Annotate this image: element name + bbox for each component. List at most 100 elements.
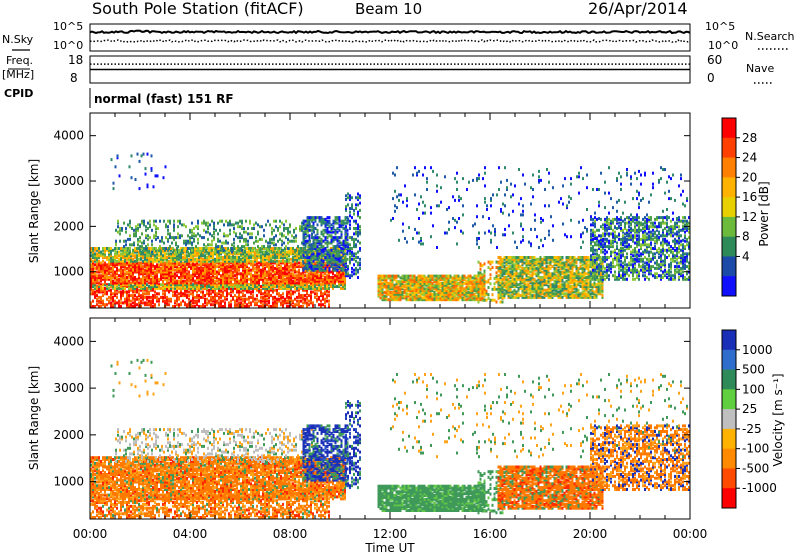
heatmap-cell (148, 247, 150, 250)
heatmap-cell (336, 216, 339, 220)
heatmap-cell (238, 292, 240, 296)
heatmap-cell (332, 250, 335, 254)
heatmap-cell (218, 261, 220, 265)
heatmap-cell (164, 301, 166, 305)
heatmap-cell (278, 297, 280, 301)
heatmap-cell (465, 285, 468, 289)
heatmap-cell (158, 292, 160, 296)
heatmap-cell (224, 263, 226, 267)
heatmap-cell (224, 305, 226, 308)
heatmap-cell (273, 241, 275, 245)
heatmap-cell (230, 305, 232, 308)
heatmap-cell (274, 295, 276, 299)
heatmap-cell (264, 290, 266, 294)
heatmap-cell (208, 283, 210, 287)
heatmap-cell (132, 263, 134, 267)
heatmap-cell (161, 236, 163, 240)
heatmap-cell (106, 257, 108, 261)
heatmap-cell (355, 259, 357, 263)
heatmap-cell (106, 297, 108, 301)
heatmap-cell (220, 295, 222, 299)
heatmap-cell (162, 276, 164, 279)
heatmap-cell (208, 294, 210, 298)
heatmap-cell (204, 283, 206, 287)
heatmap-cell (168, 268, 170, 272)
heatmap-cell (210, 281, 212, 285)
heatmap-cell (134, 281, 136, 285)
heatmap-cell (232, 277, 234, 281)
heatmap-cell (150, 288, 152, 292)
heatmap-cell (188, 285, 190, 288)
heatmap-cell (94, 290, 96, 294)
heatmap-cell (144, 257, 146, 261)
heatmap-cell (248, 283, 250, 287)
heatmap-cell (124, 261, 126, 265)
heatmap-cell (180, 294, 182, 298)
heatmap-cell (292, 263, 294, 267)
heatmap-cell (282, 295, 284, 299)
heatmap-cell (160, 276, 162, 279)
heatmap-cell (332, 230, 335, 234)
heatmap-cell (318, 303, 320, 307)
heatmap-cell (276, 283, 278, 287)
heatmap-cell (126, 283, 128, 287)
heatmap-cell (190, 299, 192, 303)
heatmap-cell (108, 268, 110, 272)
heatmap-cell (156, 268, 158, 272)
heatmap-cell (228, 261, 230, 265)
heatmap-cell (234, 256, 236, 259)
heatmap-cell (214, 266, 216, 270)
heatmap-cell (312, 265, 315, 269)
heatmap-cell (136, 297, 138, 301)
heatmap-cell (124, 276, 126, 279)
heatmap-cell (226, 279, 228, 283)
heatmap-cell (257, 223, 259, 227)
heatmap-cell (186, 279, 188, 283)
heatmap-cell (154, 259, 156, 263)
heatmap-cell (178, 252, 180, 256)
heatmap-cell (208, 268, 210, 272)
heatmap-cell (198, 256, 200, 259)
heatmap-cell (128, 294, 130, 298)
heatmap-cell (224, 281, 226, 285)
heatmap-cell (106, 263, 108, 267)
heatmap-cell (218, 248, 220, 252)
heatmap-cell (115, 239, 117, 243)
heatmap-cell (192, 277, 194, 281)
heatmap-cell (357, 203, 359, 207)
heatmap-cell (134, 279, 136, 283)
heatmap-cell (192, 263, 194, 267)
heatmap-cell (200, 277, 202, 281)
heatmap-cell (253, 241, 255, 245)
heatmap-cell (226, 272, 228, 276)
heatmap-cell (318, 236, 321, 240)
heatmap-cell (226, 254, 228, 258)
heatmap-cell (172, 266, 174, 270)
heatmap-cell (132, 281, 134, 285)
heatmap-cell (92, 272, 94, 276)
heatmap-cell (178, 254, 180, 258)
heatmap-cell (258, 299, 260, 303)
heatmap-cell (266, 303, 268, 307)
heatmap-cell (302, 250, 305, 254)
heatmap-cell (286, 250, 288, 254)
heatmap-cell (152, 254, 154, 258)
heatmap-cell (222, 279, 224, 283)
heatmap-cell (110, 252, 112, 256)
heatmap-cell (220, 305, 222, 308)
heatmap-cell (176, 254, 178, 258)
heatmap-cell (112, 261, 114, 265)
heatmap-cell (214, 270, 216, 274)
heatmap-cell (104, 292, 106, 296)
heatmap-cell (100, 301, 102, 305)
heatmap-cell (184, 279, 186, 283)
heatmap-cell (355, 227, 357, 230)
heatmap-cell (112, 281, 114, 285)
heatmap-cell (180, 272, 182, 276)
heatmap-cell (130, 286, 132, 290)
heatmap-cell (236, 274, 238, 278)
heatmap-cell (177, 236, 179, 240)
heatmap-cell (257, 239, 259, 243)
heatmap-cell (349, 210, 351, 214)
heatmap-cell (268, 301, 270, 305)
